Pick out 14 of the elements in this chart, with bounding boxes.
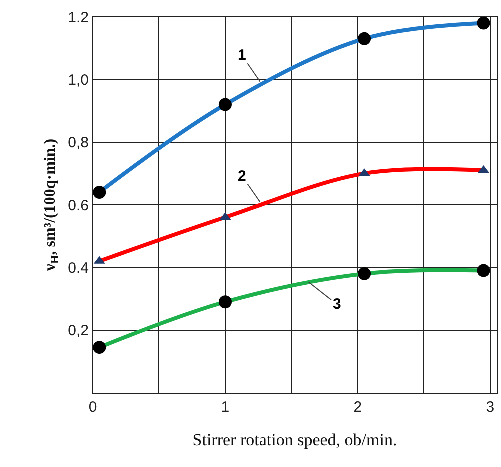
y-tick-label: 0.4 xyxy=(68,260,89,277)
x-tick-label: 3 xyxy=(486,399,495,416)
y-tick-label: 1,0 xyxy=(68,72,89,89)
series-label: 2 xyxy=(238,168,246,185)
y-tick-label: 0.6 xyxy=(68,197,89,214)
y-tick-label: 1.2 xyxy=(68,9,89,26)
y-tick-label: 0,8 xyxy=(68,134,89,152)
y-tick-label: 0,2 xyxy=(68,322,89,340)
series-label: 3 xyxy=(333,296,342,313)
series-label: 1 xyxy=(238,47,246,64)
x-axis-title: Stirrer rotation speed, ob/min. xyxy=(192,430,398,450)
x-tick-label: 1 xyxy=(221,399,230,416)
x-tick-label: 2 xyxy=(354,399,362,416)
x-tick-label: 0 xyxy=(88,399,98,416)
